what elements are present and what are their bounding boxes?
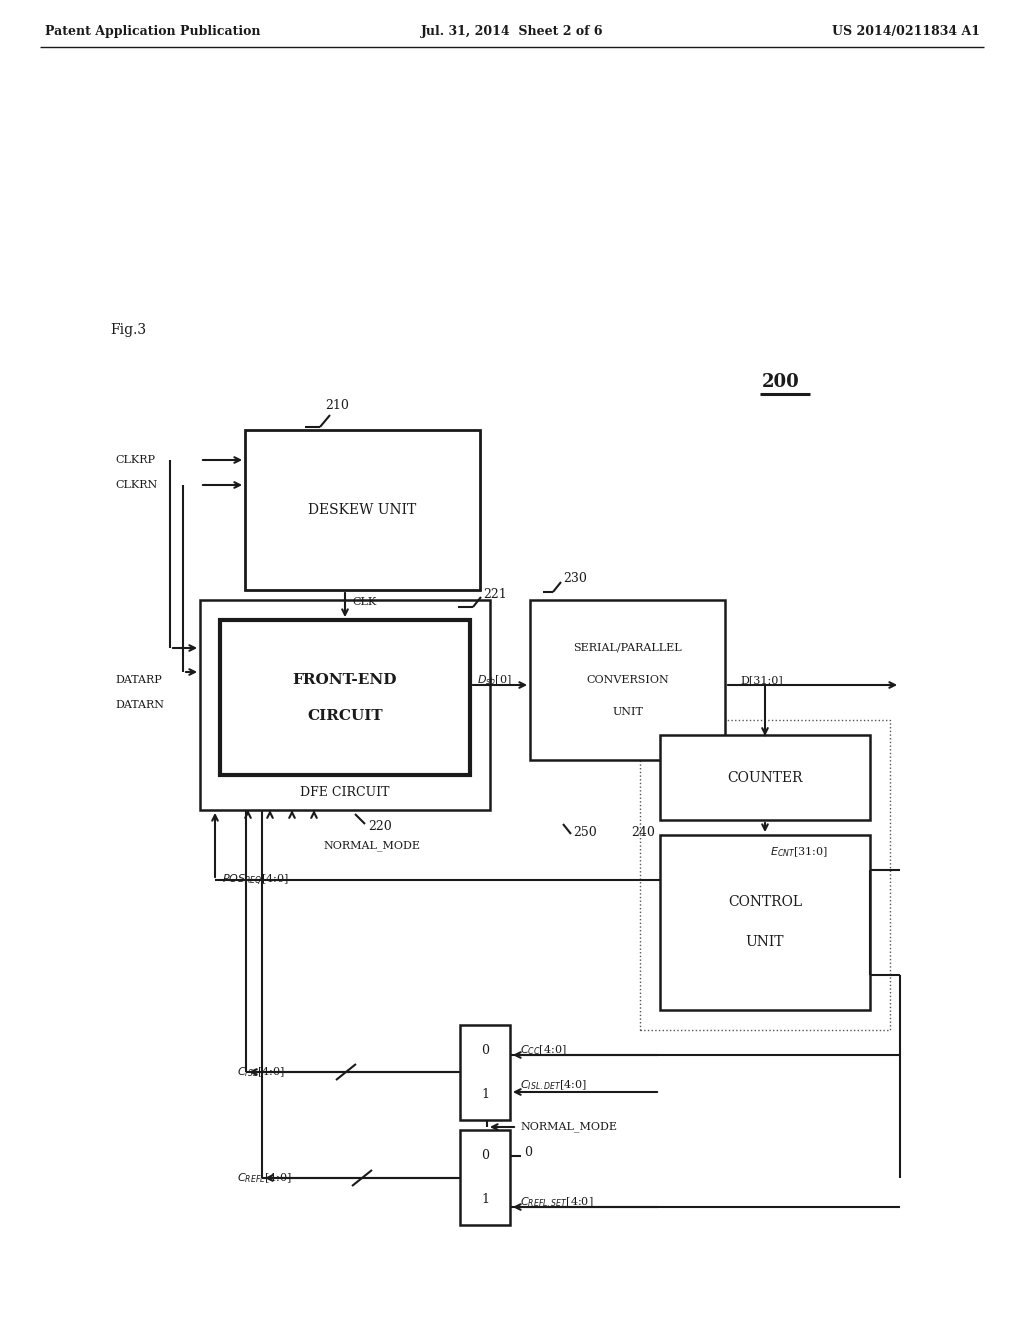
Text: CIRCUIT: CIRCUIT [307, 709, 383, 722]
Text: 1: 1 [481, 1088, 489, 1101]
Text: UNIT: UNIT [612, 708, 643, 717]
Text: SERIAL/PARALLEL: SERIAL/PARALLEL [573, 643, 682, 653]
Text: Patent Application Publication: Patent Application Publication [45, 25, 260, 38]
Bar [460, 1026, 510, 1119]
Text: $C_{REFL}$[4:0]: $C_{REFL}$[4:0] [237, 1171, 292, 1185]
Text: US 2014/0211834 A1: US 2014/0211834 A1 [831, 25, 980, 38]
Text: Jul. 31, 2014  Sheet 2 of 6: Jul. 31, 2014 Sheet 2 of 6 [421, 25, 603, 38]
Text: FRONT-END: FRONT-END [293, 672, 397, 686]
Bar [245, 430, 480, 590]
Text: $E_{CNT}$[31:0]: $E_{CNT}$[31:0] [770, 845, 828, 859]
Text: NORMAL_MODE: NORMAL_MODE [520, 1122, 617, 1133]
Text: $C_{REFL.SET}$[4:0]: $C_{REFL.SET}$[4:0] [520, 1195, 594, 1209]
Bar [640, 719, 890, 1030]
Text: DATARP: DATARP [115, 675, 162, 685]
Bar [220, 620, 470, 775]
Text: DATARN: DATARN [115, 700, 164, 710]
Text: 200: 200 [762, 374, 800, 391]
Text: 230: 230 [563, 573, 587, 586]
Bar [660, 836, 870, 1010]
Bar [460, 1130, 510, 1225]
Text: 1: 1 [481, 1193, 489, 1206]
Text: 250: 250 [573, 825, 597, 838]
Text: DFE CIRCUIT: DFE CIRCUIT [300, 785, 390, 799]
Text: CONVERSION: CONVERSION [586, 675, 669, 685]
Text: CLKRP: CLKRP [115, 455, 155, 465]
Text: $POS_{REQ}$[4:0]: $POS_{REQ}$[4:0] [222, 873, 289, 887]
Text: $C_{ISS}$[4:0]: $C_{ISS}$[4:0] [237, 1065, 285, 1078]
Text: 0: 0 [481, 1044, 489, 1057]
Text: DESKEW UNIT: DESKEW UNIT [308, 503, 417, 517]
Text: NORMAL_MODE: NORMAL_MODE [323, 841, 420, 851]
Text: 221: 221 [483, 587, 507, 601]
Text: COUNTER: COUNTER [727, 771, 803, 784]
Text: 220: 220 [368, 820, 392, 833]
Text: 0: 0 [524, 1146, 532, 1159]
Text: Fig.3: Fig.3 [110, 323, 146, 337]
Text: 0: 0 [481, 1150, 489, 1162]
Text: 210: 210 [325, 399, 349, 412]
Text: $D_{sb}$[0]: $D_{sb}$[0] [477, 673, 512, 686]
Text: D[31:0]: D[31:0] [740, 675, 782, 685]
Text: 240: 240 [631, 826, 655, 840]
Bar [660, 735, 870, 820]
Bar [200, 601, 490, 810]
Text: CLK: CLK [352, 597, 376, 607]
Text: CONTROL: CONTROL [728, 895, 802, 909]
Text: $C_{ISL.DET}$[4:0]: $C_{ISL.DET}$[4:0] [520, 1078, 587, 1092]
Text: CLKRN: CLKRN [115, 480, 158, 490]
Text: UNIT: UNIT [745, 936, 784, 949]
Text: $C_{CC}$[4:0]: $C_{CC}$[4:0] [520, 1043, 566, 1057]
Bar [530, 601, 725, 760]
